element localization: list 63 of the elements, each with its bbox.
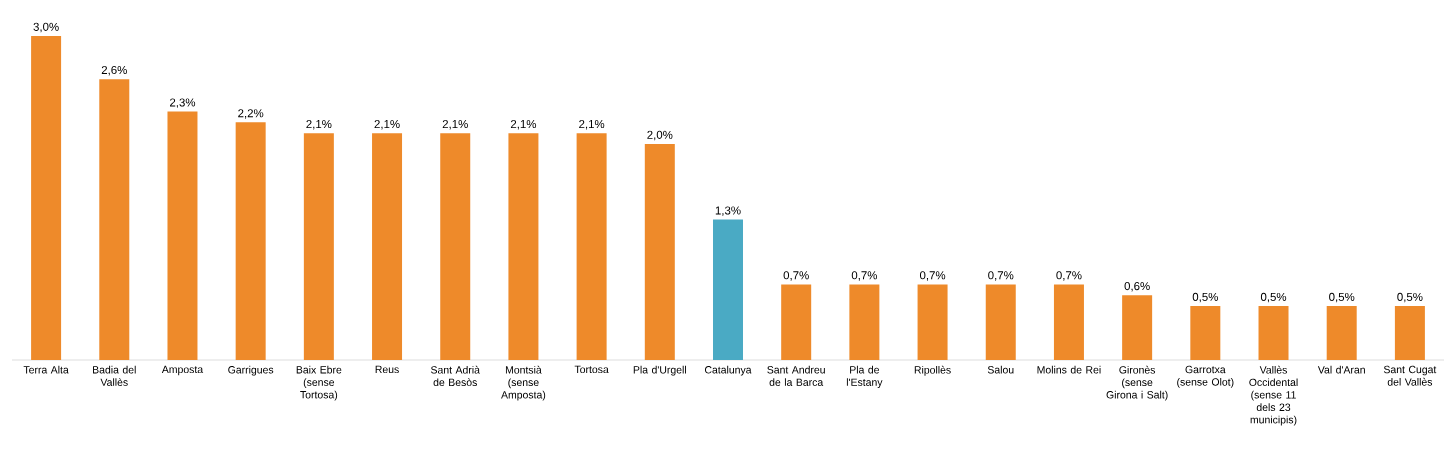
data-label: 0,7% xyxy=(783,271,809,281)
data-label: 2,1% xyxy=(442,119,468,130)
bar xyxy=(1190,305,1221,360)
x-tick-label: Terra Alta xyxy=(23,365,69,374)
bar xyxy=(713,219,743,360)
bar xyxy=(372,133,403,360)
bar xyxy=(167,111,198,360)
x-tick-label: Salou xyxy=(987,365,1014,374)
x-tick-label: Badia del Vallès xyxy=(93,365,136,386)
x-tick-label: Vallès Occidental (sense 11 dels 23 municipis) xyxy=(1249,365,1298,426)
data-label: 0,7% xyxy=(1056,271,1082,281)
x-tick-label: Molins de Rei xyxy=(1037,365,1101,374)
bar xyxy=(1053,284,1084,360)
bar xyxy=(235,122,266,360)
bar xyxy=(849,284,880,360)
x-tick-label: Tortosa xyxy=(574,365,609,374)
x-tick-label: Sant Adrià de Besòs xyxy=(430,365,480,387)
data-label: 2,1% xyxy=(306,119,332,130)
x-tick-label: Gironès (sense Girona i Salt) xyxy=(1106,365,1168,401)
x-tick-label: Amposta xyxy=(161,365,204,376)
x-tick-label: Garrotxa (sense Olot) xyxy=(1177,365,1234,388)
bar xyxy=(440,133,471,360)
data-label: 0,5% xyxy=(1397,292,1423,303)
data-label: 2,3% xyxy=(170,98,196,108)
data-label: 2,2% xyxy=(238,109,264,119)
bar xyxy=(1258,305,1289,360)
data-label: 0,7% xyxy=(988,271,1014,281)
bar xyxy=(1326,305,1357,360)
data-label: 0,7% xyxy=(919,271,946,281)
data-label: 2,6% xyxy=(101,65,127,76)
x-tick-label: Garrigues xyxy=(228,365,274,376)
bar xyxy=(985,284,1016,360)
data-label: 0,5% xyxy=(1192,292,1218,303)
bar xyxy=(99,79,130,360)
x-tick-label: Pla de l'Estany xyxy=(846,365,883,389)
bar xyxy=(303,133,334,360)
data-label: 0,6% xyxy=(1124,282,1150,292)
data-label: 1,3% xyxy=(715,206,741,216)
x-tick-label: Reus xyxy=(375,365,399,374)
x-tick-label: Ripollès xyxy=(914,365,951,376)
bar xyxy=(1122,295,1153,360)
x-tick-label: Montsià (sense Amposta) xyxy=(501,365,546,401)
bar xyxy=(781,284,812,360)
x-tick-label: Catalunya xyxy=(704,365,752,376)
x-tick-label: Sant Cugat del Vallès xyxy=(1383,365,1437,386)
data-label: 2,1% xyxy=(374,119,400,130)
x-tick-label: Pla d'Urgell xyxy=(633,365,686,376)
data-label: 0,5% xyxy=(1260,292,1287,303)
data-label: 0,7% xyxy=(851,271,878,281)
bar xyxy=(31,35,62,360)
bar xyxy=(508,133,539,360)
x-tick-label: Val d'Aran xyxy=(1317,365,1365,374)
bar xyxy=(1394,305,1425,360)
data-label: 0,5% xyxy=(1329,292,1355,303)
bar xyxy=(576,133,607,360)
x-tick-label: Sant Andreu de la Barca xyxy=(767,365,825,386)
data-label: 2,1% xyxy=(579,119,605,130)
bar xyxy=(644,143,675,360)
data-label: 2,1% xyxy=(510,119,537,130)
data-label: 2,0% xyxy=(647,130,673,141)
x-tick-label: Baix Ebre (sense Tortosa) xyxy=(296,365,342,401)
bar xyxy=(917,284,948,360)
data-label: 3,0% xyxy=(33,22,59,33)
